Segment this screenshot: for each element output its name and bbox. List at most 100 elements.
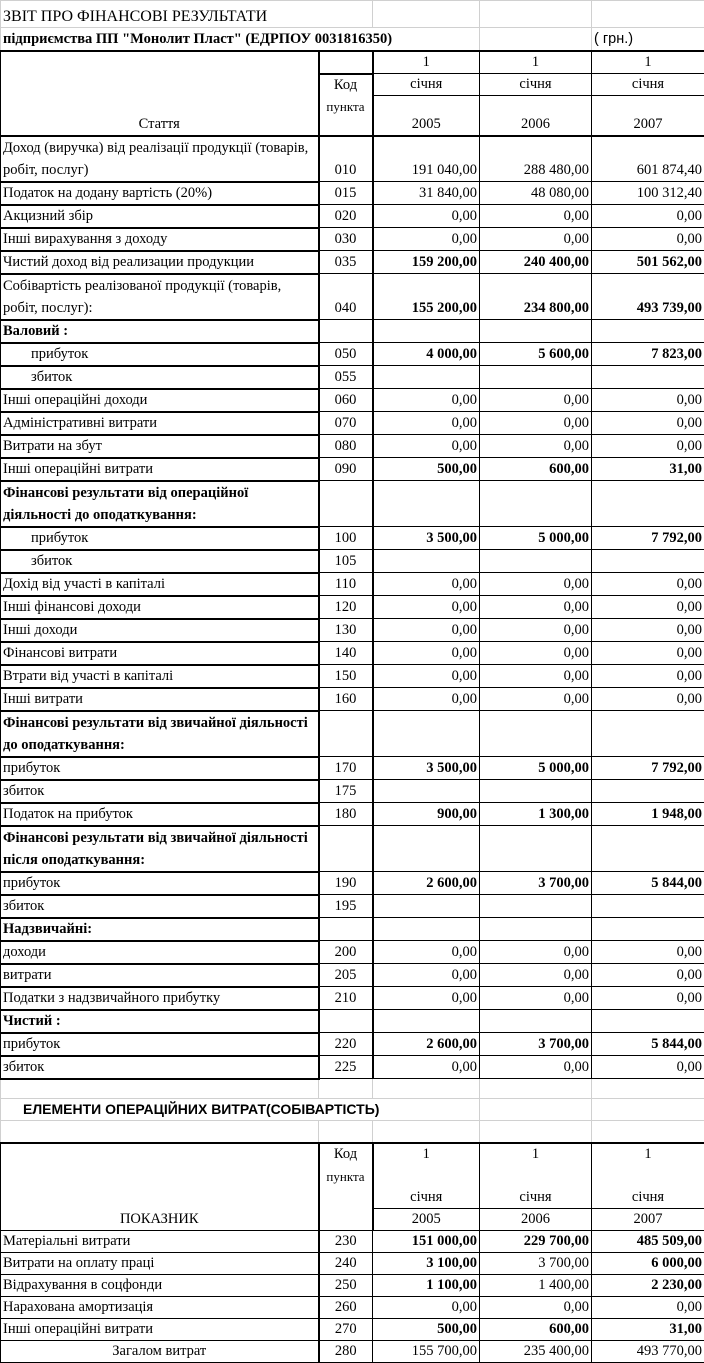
row-value-2007[interactable] bbox=[592, 711, 704, 757]
header-indicator[interactable]: ПОКАЗНИК bbox=[1, 1143, 319, 1231]
row-value-2007[interactable]: 0,00 bbox=[592, 941, 704, 964]
row-value-2006[interactable]: 0,00 bbox=[480, 1296, 592, 1318]
row-value-2007[interactable]: 31,00 bbox=[592, 1318, 704, 1340]
row-code[interactable]: 040 bbox=[319, 274, 373, 320]
row-value-2007[interactable]: 7 792,00 bbox=[592, 757, 704, 780]
row-value-2007[interactable] bbox=[592, 1010, 704, 1033]
header-year[interactable]: 2005 bbox=[373, 96, 480, 136]
empty-cell[interactable] bbox=[373, 1121, 480, 1143]
row-code[interactable]: 175 bbox=[319, 780, 373, 803]
row-value-2007[interactable]: 0,00 bbox=[592, 688, 704, 711]
row-label[interactable]: прибуток bbox=[1, 343, 319, 366]
empty-cell[interactable] bbox=[480, 1121, 592, 1143]
header-code-2[interactable]: пункта bbox=[319, 1165, 373, 1187]
row-value-2005[interactable]: 151 000,00 bbox=[373, 1230, 480, 1252]
header-month[interactable]: січня bbox=[480, 1187, 592, 1209]
row-value-2006[interactable]: 3 700,00 bbox=[480, 1252, 592, 1274]
row-value-2007[interactable]: 0,00 bbox=[592, 642, 704, 665]
row-value-2005[interactable] bbox=[373, 1010, 480, 1033]
row-value-2006[interactable] bbox=[480, 320, 592, 343]
row-value-2007[interactable]: 0,00 bbox=[592, 987, 704, 1010]
row-value-2006[interactable]: 0,00 bbox=[480, 389, 592, 412]
row-code[interactable]: 270 bbox=[319, 1318, 373, 1340]
row-label[interactable]: Доход (виручка) від реалізації продукції… bbox=[1, 136, 319, 182]
row-code[interactable]: 050 bbox=[319, 343, 373, 366]
row-value-2007[interactable]: 0,00 bbox=[592, 389, 704, 412]
row-label[interactable]: Витрати на збут bbox=[1, 435, 319, 458]
row-value-2006[interactable]: 0,00 bbox=[480, 596, 592, 619]
row-value-2006[interactable]: 0,00 bbox=[480, 1056, 592, 1079]
row-value-2007[interactable]: 0,00 bbox=[592, 435, 704, 458]
row-label[interactable]: Податок на додану вартість (20%) bbox=[1, 182, 319, 205]
row-value-2006[interactable] bbox=[480, 895, 592, 918]
row-value-2005[interactable]: 191 040,00 bbox=[373, 136, 480, 182]
row-value-2006[interactable]: 288 480,00 bbox=[480, 136, 592, 182]
row-label[interactable]: збиток bbox=[1, 895, 319, 918]
empty-cell[interactable] bbox=[373, 1165, 480, 1187]
row-label[interactable]: витрати bbox=[1, 964, 319, 987]
row-code[interactable]: 160 bbox=[319, 688, 373, 711]
row-value-2006[interactable]: 234 800,00 bbox=[480, 274, 592, 320]
header-day[interactable]: 1 bbox=[480, 1143, 592, 1165]
row-code[interactable] bbox=[319, 320, 373, 343]
row-value-2006[interactable]: 0,00 bbox=[480, 987, 592, 1010]
row-value-2006[interactable] bbox=[480, 711, 592, 757]
row-label[interactable]: доходи bbox=[1, 941, 319, 964]
row-code[interactable]: 105 bbox=[319, 550, 373, 573]
row-value-2006[interactable] bbox=[480, 780, 592, 803]
row-label[interactable]: Фінансові результати від операційної дія… bbox=[1, 481, 319, 527]
row-code[interactable]: 225 bbox=[319, 1056, 373, 1079]
header-month[interactable]: січня bbox=[592, 74, 704, 96]
currency-unit[interactable]: ( грн.) bbox=[592, 28, 704, 51]
row-value-2005[interactable]: 3 500,00 bbox=[373, 757, 480, 780]
row-code[interactable] bbox=[319, 918, 373, 941]
row-value-2005[interactable]: 0,00 bbox=[373, 688, 480, 711]
row-label[interactable]: збиток bbox=[1, 780, 319, 803]
header-article[interactable]: Стаття bbox=[1, 51, 319, 136]
header-day[interactable]: 1 bbox=[592, 51, 704, 74]
report-title[interactable]: ЗВІТ ПРО ФІНАНСОВІ РЕЗУЛЬТАТИ bbox=[1, 1, 373, 28]
row-value-2005[interactable]: 4 000,00 bbox=[373, 343, 480, 366]
row-value-2007[interactable]: 31,00 bbox=[592, 458, 704, 481]
row-value-2005[interactable] bbox=[373, 780, 480, 803]
row-code[interactable]: 055 bbox=[319, 366, 373, 389]
row-value-2007[interactable]: 0,00 bbox=[592, 596, 704, 619]
header-month[interactable]: січня bbox=[373, 74, 480, 96]
row-value-2005[interactable]: 155 700,00 bbox=[373, 1340, 480, 1362]
row-value-2006[interactable] bbox=[480, 918, 592, 941]
row-value-2006[interactable]: 235 400,00 bbox=[480, 1340, 592, 1362]
row-label[interactable]: Інші операційні доходи bbox=[1, 389, 319, 412]
row-code[interactable]: 210 bbox=[319, 987, 373, 1010]
empty-cell[interactable] bbox=[592, 1079, 704, 1099]
row-value-2005[interactable]: 0,00 bbox=[373, 389, 480, 412]
row-value-2006[interactable]: 0,00 bbox=[480, 665, 592, 688]
row-code[interactable]: 080 bbox=[319, 435, 373, 458]
header-day[interactable]: 1 bbox=[592, 1143, 704, 1165]
row-code[interactable] bbox=[319, 711, 373, 757]
row-value-2007[interactable]: 485 509,00 bbox=[592, 1230, 704, 1252]
row-value-2007[interactable] bbox=[592, 366, 704, 389]
row-code[interactable]: 015 bbox=[319, 182, 373, 205]
row-label[interactable]: Адміністративні витрати bbox=[1, 412, 319, 435]
empty-cell[interactable] bbox=[592, 1121, 704, 1143]
row-value-2005[interactable] bbox=[373, 481, 480, 527]
row-code[interactable]: 120 bbox=[319, 596, 373, 619]
row-value-2007[interactable]: 2 230,00 bbox=[592, 1274, 704, 1296]
row-value-2007[interactable] bbox=[592, 918, 704, 941]
row-code[interactable]: 035 bbox=[319, 251, 373, 274]
header-year[interactable]: 2006 bbox=[480, 1208, 592, 1230]
row-code[interactable]: 230 bbox=[319, 1230, 373, 1252]
row-label[interactable]: Чистий : bbox=[1, 1010, 319, 1033]
row-value-2005[interactable] bbox=[373, 320, 480, 343]
row-value-2007[interactable]: 0,00 bbox=[592, 412, 704, 435]
row-code[interactable]: 150 bbox=[319, 665, 373, 688]
row-label[interactable]: Надзвичайні: bbox=[1, 918, 319, 941]
row-label[interactable]: Витрати на оплату праці bbox=[1, 1252, 319, 1274]
row-value-2007[interactable]: 0,00 bbox=[592, 665, 704, 688]
header-day[interactable]: 1 bbox=[480, 51, 592, 74]
empty-cell[interactable] bbox=[319, 1208, 373, 1230]
row-value-2007[interactable]: 0,00 bbox=[592, 573, 704, 596]
empty-cell[interactable] bbox=[319, 1079, 373, 1099]
row-code[interactable]: 060 bbox=[319, 389, 373, 412]
row-code[interactable]: 250 bbox=[319, 1274, 373, 1296]
